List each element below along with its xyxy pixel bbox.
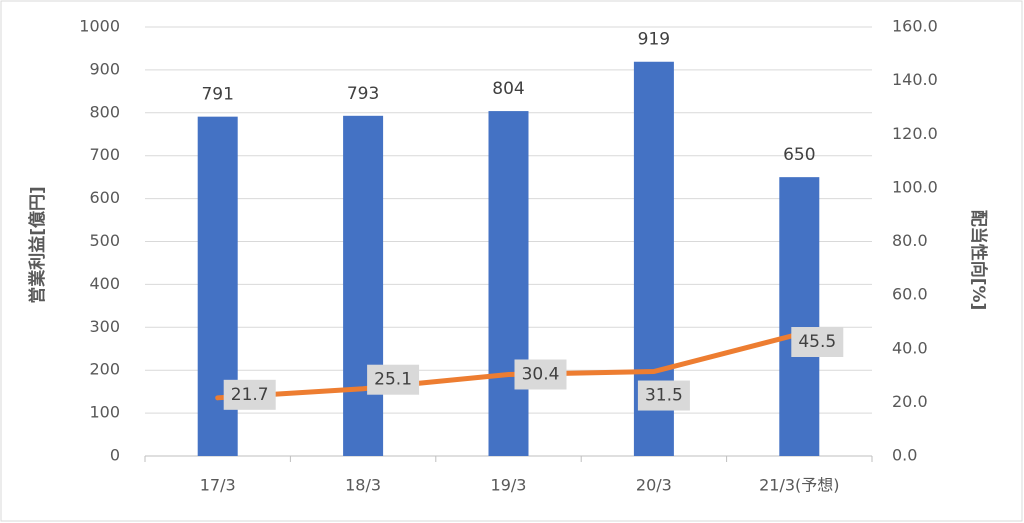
y-tick-label: 400 (89, 274, 120, 293)
y-tick-label: 600 (89, 188, 120, 207)
y2-tick-label: 80.0 (892, 231, 928, 250)
x-tick-label: 19/3 (491, 476, 527, 495)
y2-axis-title: 配当性向[%] (968, 210, 989, 311)
y-tick-label: 500 (89, 231, 120, 250)
data-label-box (791, 327, 844, 358)
y2-tick-label: 60.0 (892, 285, 928, 304)
data-label: 45.5 (798, 332, 836, 352)
data-label-box (514, 359, 567, 390)
data-label: 30.4 (522, 364, 560, 384)
y2-tick-label: 100.0 (892, 177, 938, 196)
y2-tick-label: 140.0 (892, 70, 938, 89)
bar (779, 177, 820, 456)
y2-tick-label: 160.0 (892, 17, 938, 36)
y-tick-label: 200 (89, 360, 120, 379)
y-tick-label: 300 (89, 317, 120, 336)
data-label: 919 (638, 30, 670, 50)
data-label: 25.1 (374, 370, 412, 390)
y2-tick-label: 0.0 (892, 446, 917, 465)
x-tick-label: 17/3 (200, 476, 236, 495)
y-tick-label: 700 (89, 145, 120, 164)
y-tick-label: 1000 (79, 17, 120, 36)
y-tick-label: 100 (89, 403, 120, 422)
y-tick-label: 900 (89, 59, 120, 78)
y2-tick-label: 120.0 (892, 124, 938, 143)
line (215, 331, 802, 401)
x-tick-label: 20/3 (636, 476, 672, 495)
y2-tick-label: 20.0 (892, 392, 928, 411)
data-label: 21.7 (231, 385, 269, 405)
data-label: 793 (347, 84, 379, 104)
bar (343, 115, 384, 456)
y2-tick-label: 40.0 (892, 338, 928, 357)
data-label: 31.5 (645, 386, 683, 406)
data-label: 804 (492, 79, 524, 99)
y-axis-title: 営業利益[億円] (27, 186, 48, 304)
data-label: 791 (201, 85, 233, 105)
x-tick-label: 21/3(予想) (759, 476, 839, 495)
data-label-box (637, 380, 690, 411)
y-tick-label: 800 (89, 102, 120, 121)
y-tick-label: 0 (110, 446, 120, 465)
bar (488, 111, 529, 457)
x-tick-label: 18/3 (345, 476, 381, 495)
data-label-box (367, 364, 420, 395)
data-label-box (223, 379, 276, 410)
data-label: 650 (783, 145, 815, 165)
